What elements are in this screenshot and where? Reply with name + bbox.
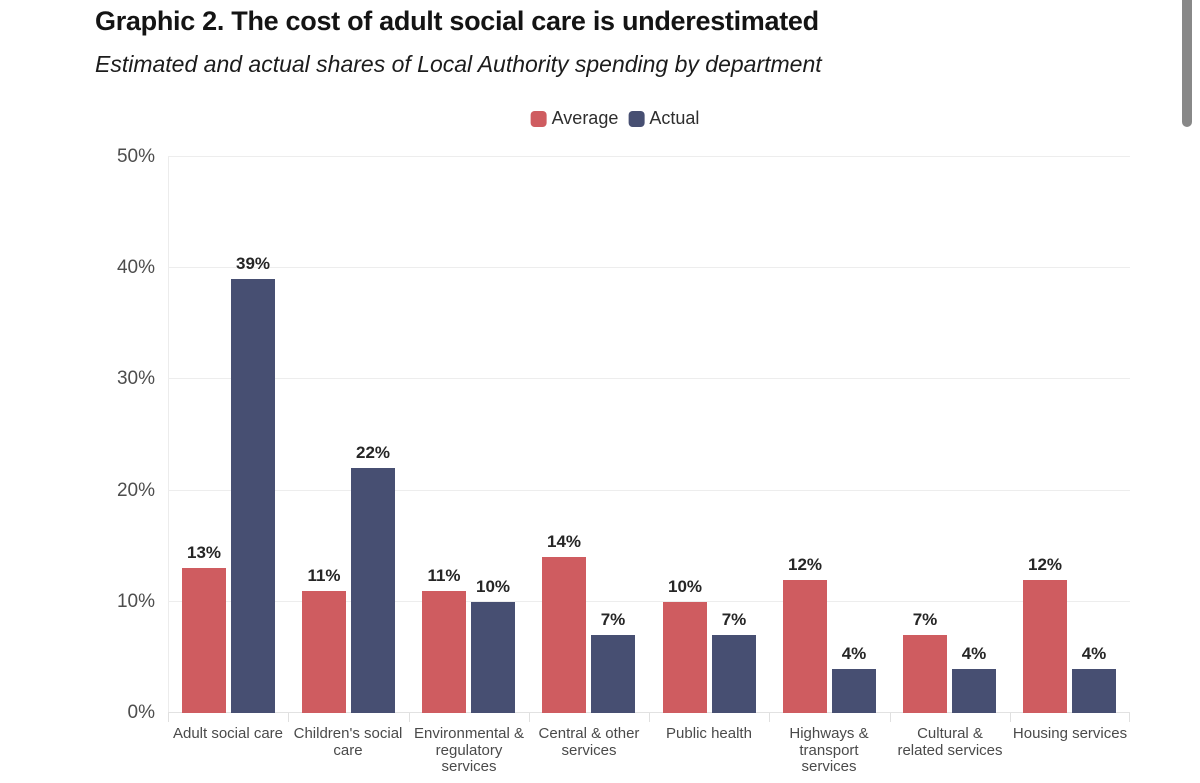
category-boundary-tick [649, 713, 650, 722]
category-boundary-tick [529, 713, 530, 722]
y-axis-tick-label: 40% [116, 257, 155, 279]
bar-value-label: 4% [1081, 644, 1107, 663]
bar-value-label: 4% [961, 644, 987, 663]
category-boundary-tick [168, 713, 169, 722]
bar-average [422, 591, 466, 713]
category-boundary-tick [288, 713, 289, 722]
x-axis-category-label: Children's social care [293, 725, 403, 759]
bar-value-label: 10% [667, 577, 703, 596]
y-axis-line [168, 157, 169, 713]
vertical-scrollbar-thumb[interactable] [1182, 0, 1192, 127]
legend-swatch-actual-icon [628, 110, 645, 127]
bar-average [783, 580, 827, 713]
bar-value-label: 7% [721, 610, 747, 629]
bar-value-label: 11% [427, 566, 461, 585]
x-axis-category-label: Cultural & related services [897, 725, 1003, 759]
bar-value-label: 4% [841, 644, 867, 663]
legend-swatch-average-icon [530, 110, 547, 127]
bar-value-label: 10% [475, 577, 511, 596]
x-axis-category-label: Public health [666, 725, 752, 742]
gridline [168, 712, 1130, 713]
gridline [168, 490, 1130, 491]
bar-actual [1072, 669, 1116, 713]
bar-average [542, 557, 586, 713]
x-axis-category-label: Housing services [1012, 725, 1128, 742]
y-axis-tick-label: 50% [116, 146, 155, 167]
gridline [168, 378, 1130, 379]
gridline [168, 601, 1130, 602]
x-axis-category-label: Central & other services [538, 725, 640, 759]
bar-value-label: 7% [912, 610, 938, 629]
category-boundary-tick [769, 713, 770, 722]
bar-actual [351, 468, 395, 713]
bar-value-label: 14% [546, 532, 582, 551]
bar-value-label: 39% [235, 254, 271, 273]
legend-item-average[interactable]: Average [530, 108, 619, 129]
legend: Average Actual [530, 108, 699, 129]
x-axis-category-label: Highways & transport services [789, 725, 869, 775]
bar-average [1023, 580, 1067, 713]
bar-value-label: 12% [1027, 555, 1063, 574]
x-axis-category-label: Environmental & regulatory services [413, 725, 525, 775]
category-boundary-tick [890, 713, 891, 722]
bar-actual [471, 602, 515, 713]
bar-actual [952, 669, 996, 713]
chart-subtitle: Estimated and actual shares of Local Aut… [95, 51, 822, 77]
y-axis-tick-label: 30% [116, 368, 155, 390]
category-boundary-tick [409, 713, 410, 722]
bar-actual [591, 635, 635, 713]
bar-average [182, 568, 226, 713]
bar-actual [712, 635, 756, 713]
legend-item-actual[interactable]: Actual [628, 108, 699, 129]
y-axis-tick-label: 20% [116, 479, 155, 501]
bar-average [302, 591, 346, 713]
category-boundary-tick [1129, 713, 1130, 722]
y-axis-tick-label: 0% [127, 702, 155, 723]
plot-area: 13% 39% Adult social care 11% 22% Children's … [168, 156, 1130, 775]
bar-value-label: 13% [186, 543, 222, 562]
bar-value-label: 11% [307, 566, 341, 585]
bar-average [663, 602, 707, 713]
gridline [168, 156, 1130, 157]
bar-actual [832, 669, 876, 713]
legend-label-actual: Actual [649, 108, 700, 128]
x-axis-category-label: Adult social care [172, 725, 284, 742]
bar-value-label: 22% [355, 443, 391, 462]
legend-label-average: Average [551, 108, 619, 128]
bar-average [903, 635, 947, 713]
y-axis-tick-label: 10% [116, 590, 155, 612]
bar-actual [231, 279, 275, 713]
chart-title: Graphic 2. The cost of adult social care… [95, 6, 819, 36]
bar-value-label: 12% [787, 555, 823, 574]
bar-value-label: 7% [600, 610, 626, 629]
category-boundary-tick [1010, 713, 1011, 722]
gridline [168, 267, 1130, 268]
